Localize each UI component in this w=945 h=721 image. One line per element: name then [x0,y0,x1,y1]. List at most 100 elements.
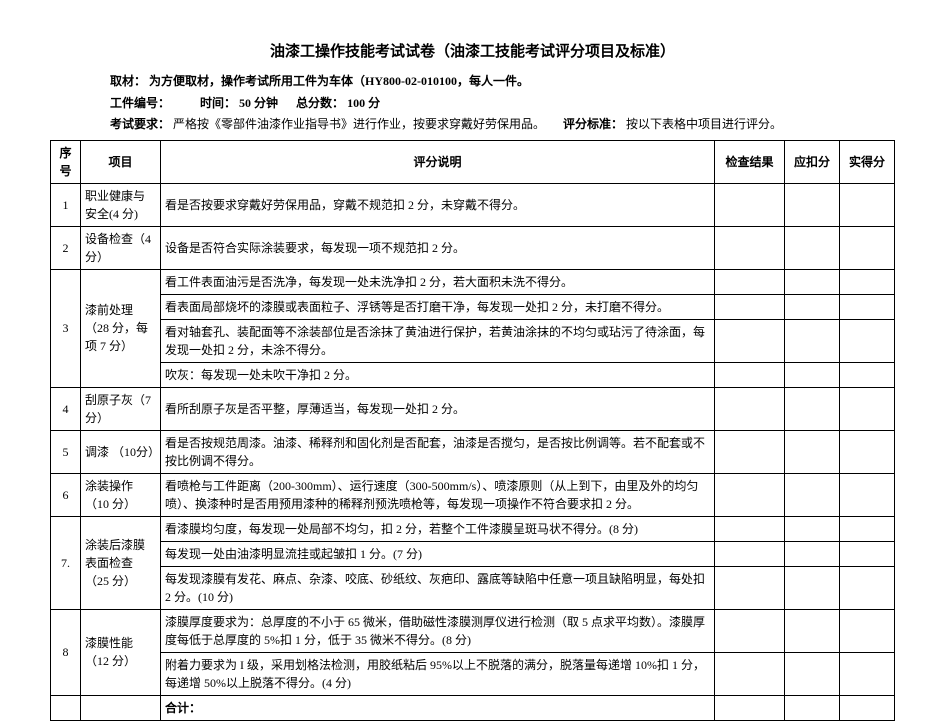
cell-act [840,566,895,609]
cell-res [715,609,785,652]
cell-item: 调漆 （10分） [81,430,161,473]
cell-seq: 2 [51,226,81,269]
cell-desc: 附着力要求为 I 级，采用划格法检测，用胶纸粘后 95%以上不脱落的满分，脱落量… [161,652,715,695]
cell-desc: 看漆膜均匀度，每发现一处局部不均匀，扣 2 分，若整个工件漆膜呈斑马状不得分。(… [161,516,715,541]
cell-desc: 每发现一处由油漆明显流挂或起皱扣 1 分。(7 分) [161,541,715,566]
cell-item: 涂装后漆膜表面检查（25 分） [81,516,161,609]
th-res: 检查结果 [715,140,785,183]
cell-dek [785,226,840,269]
cell-desc: 漆膜厚度要求为：总厚度的不小于 65 微米，借助磁性漆膜测厚仪进行检测（取 5 … [161,609,715,652]
table-row: 看表面局部烧坏的漆膜或表面粒子、浮锈等是否打磨干净，每发现一处扣 2 分，未打磨… [51,294,895,319]
cell-dek [785,541,840,566]
cell-res [715,430,785,473]
cell-res [715,387,785,430]
table-total-row: 合计： [51,695,895,720]
cell-item: 设备检查（4分） [81,226,161,269]
cell-res [715,652,785,695]
cell-res [715,541,785,566]
cell-dek [785,319,840,362]
cell-act [840,609,895,652]
std-text: 按以下表格中项目进行评分。 [626,117,782,131]
table-row: 6 涂装操作（10 分） 看喷枪与工件距离（200-300mm）、运行速度（30… [51,473,895,516]
cell-desc: 看所刮原子灰是否平整，厚薄适当，每发现一处扣 2 分。 [161,387,715,430]
cell-dek [785,473,840,516]
cell-item: 漆膜性能（12 分） [81,609,161,695]
cell-item: 职业健康与安全(4 分) [81,183,161,226]
table-row: 3 漆前处理（28 分，每项 7 分） 看工件表面油污是否洗净，每发现一处未洗净… [51,269,895,294]
table-row: 看对轴套孔、装配面等不涂装部位是否涂抹了黄油进行保护，若黄油涂抹的不均匀或玷污了… [51,319,895,362]
cell-seq: 8 [51,609,81,695]
score-table: 序号 项目 评分说明 检查结果 应扣分 实得分 1 职业健康与安全(4 分) 看… [50,140,895,721]
th-desc: 评分说明 [161,140,715,183]
cell-res [715,183,785,226]
meta-block: 取材： 为方便取材，操作考试所用工件为车体（HY800-02-010100，每人… [110,71,895,136]
cell-desc: 看喷枪与工件距离（200-300mm）、运行速度（300-500mm/s）、喷漆… [161,473,715,516]
cell-desc: 看是否按规范周漆。油漆、稀释剂和固化剂是否配套，油漆是否搅匀，是否按比例调等。若… [161,430,715,473]
cell-res [715,695,785,720]
cell-act [840,183,895,226]
cell-desc: 看工件表面油污是否洗净，每发现一处未洗净扣 2 分，若大面积未洗不得分。 [161,269,715,294]
cell-act [840,319,895,362]
cell-item [81,695,161,720]
cell-res [715,294,785,319]
table-row: 每发现一处由油漆明显流挂或起皱扣 1 分。(7 分) [51,541,895,566]
cell-seq: 6 [51,473,81,516]
cell-dek [785,430,840,473]
cell-seq [51,695,81,720]
cell-res [715,269,785,294]
table-row: 8 漆膜性能（12 分） 漆膜厚度要求为：总厚度的不小于 65 微米，借助磁性漆… [51,609,895,652]
cell-item: 漆前处理（28 分，每项 7 分） [81,269,161,387]
table-header-row: 序号 项目 评分说明 检查结果 应扣分 实得分 [51,140,895,183]
partno-label: 工件编号： [110,96,170,110]
cell-dek [785,387,840,430]
cell-desc: 看对轴套孔、装配面等不涂装部位是否涂抹了黄油进行保护，若黄油涂抹的不均匀或玷污了… [161,319,715,362]
cell-total-label: 合计： [161,695,715,720]
cell-dek [785,294,840,319]
cell-desc: 看是否按要求穿戴好劳保用品，穿戴不规范扣 2 分，未穿戴不得分。 [161,183,715,226]
cell-act [840,430,895,473]
table-row: 4 刮原子灰（7 分） 看所刮原子灰是否平整，厚薄适当，每发现一处扣 2 分。 [51,387,895,430]
req-label: 考试要求： [110,117,170,131]
req-text: 严格按《零部件油漆作业指导书》进行作业，按要求穿戴好劳保用品。 [173,117,545,131]
table-row: 附着力要求为 I 级，采用划格法检测，用胶纸粘后 95%以上不脱落的满分，脱落量… [51,652,895,695]
cell-seq: 1 [51,183,81,226]
table-row: 5 调漆 （10分） 看是否按规范周漆。油漆、稀释剂和固化剂是否配套，油漆是否搅… [51,430,895,473]
cell-desc: 设备是否符合实际涂装要求，每发现一项不规范扣 2 分。 [161,226,715,269]
cell-act [840,226,895,269]
cell-res [715,516,785,541]
table-row: 吹灰：每发现一处未吹干净扣 2 分。 [51,362,895,387]
cell-res [715,319,785,362]
cell-act [840,516,895,541]
table-row: 7. 涂装后漆膜表面检查（25 分） 看漆膜均匀度，每发现一处局部不均匀，扣 2… [51,516,895,541]
time-label: 时间： [200,96,236,110]
time-value: 50 分钟 [239,96,278,110]
th-dek: 应扣分 [785,140,840,183]
cell-act [840,269,895,294]
cell-res [715,362,785,387]
cell-dek [785,362,840,387]
th-seq: 序号 [51,140,81,183]
cell-desc: 看表面局部烧坏的漆膜或表面粒子、浮锈等是否打磨干净，每发现一处扣 2 分，未打磨… [161,294,715,319]
th-act: 实得分 [840,140,895,183]
cell-act [840,294,895,319]
cell-desc: 每发现漆膜有发花、麻点、杂漆、咬底、砂纸纹、灰疤印、露底等缺陷中任意一项且缺陷明… [161,566,715,609]
std-label: 评分标准： [563,117,623,131]
cell-dek [785,183,840,226]
cell-act [840,473,895,516]
cell-act [840,695,895,720]
cell-dek [785,695,840,720]
cell-seq: 5 [51,430,81,473]
table-row: 每发现漆膜有发花、麻点、杂漆、咬底、砂纸纹、灰疤印、露底等缺陷中任意一项且缺陷明… [51,566,895,609]
cell-seq: 4 [51,387,81,430]
cell-res [715,566,785,609]
cell-act [840,362,895,387]
cell-act [840,652,895,695]
cell-item: 涂装操作（10 分） [81,473,161,516]
table-row: 1 职业健康与安全(4 分) 看是否按要求穿戴好劳保用品，穿戴不规范扣 2 分，… [51,183,895,226]
cell-dek [785,269,840,294]
cell-dek [785,566,840,609]
cell-res [715,226,785,269]
total-label: 总分数： [296,96,344,110]
cell-dek [785,609,840,652]
cell-res [715,473,785,516]
